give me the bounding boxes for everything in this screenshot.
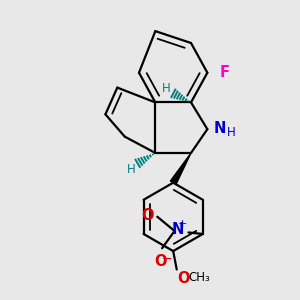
Text: F: F <box>220 65 230 80</box>
Text: H: H <box>127 163 135 176</box>
Text: H: H <box>227 126 236 139</box>
Text: +: + <box>178 220 188 230</box>
Text: −: − <box>162 253 173 266</box>
Text: O: O <box>141 208 154 223</box>
Text: CH₃: CH₃ <box>188 271 210 284</box>
Polygon shape <box>170 153 191 184</box>
Text: O: O <box>177 271 190 286</box>
Text: O: O <box>154 254 167 269</box>
Text: N: N <box>214 121 226 136</box>
Text: H: H <box>162 82 171 95</box>
Text: N: N <box>171 222 184 237</box>
